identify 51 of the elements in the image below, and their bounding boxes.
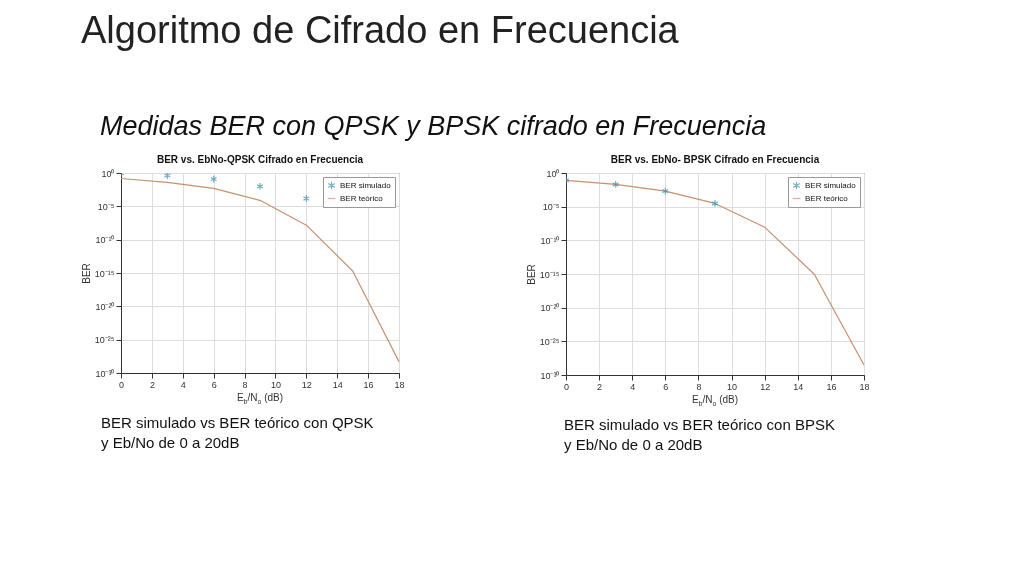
y-tick-label: 10⁻³⁰ [95,368,115,379]
y-tick-label: 10⁰ [546,168,560,179]
y-tick-label: 10⁻²⁰ [540,303,560,314]
x-tick-label: 16 [363,379,374,390]
y-tick-label: 10⁻²⁰ [95,301,115,312]
y-tick-label: 10⁻³⁰ [540,370,560,381]
x-tick-label: 6 [663,381,669,392]
legend-label: BER simulado [805,180,857,190]
line-series [566,179,864,366]
text: BER simulado vs BER teórico con QPSK y Eb/No de 0 a 20dB [101,414,374,451]
y-axis-title: BER [525,264,537,285]
x-tick-label: 12 [301,379,312,390]
line-series [121,177,399,363]
legend-label: BER teórico [340,193,384,203]
x-tick-label: 18 [394,379,405,390]
text: Algoritmo de Cifrado en Frecuencia [81,9,680,51]
legend-label: BER simulado [340,180,392,190]
y-tick-label: 10⁻¹⁵ [94,268,115,279]
point [661,187,669,196]
x-tick-label: 0 [563,381,570,392]
y-tick-label: 10⁻⁵ [97,201,115,212]
x-tick-label: 8 [242,379,248,390]
y-tick-label: 10⁻²⁵ [94,335,115,346]
y-tick-label: 10⁻²⁵ [539,336,560,347]
y-tick-label: 10⁻⁵ [542,202,560,213]
x-tick-label: 10 [270,379,281,390]
x-tick-label: 14 [793,381,804,392]
point [711,199,719,208]
x-tick-label: 4 [180,379,186,390]
y-tick-label: 10⁻¹⁰ [540,235,560,246]
x-tick-label: 10 [727,381,738,392]
x-tick-label: 14 [332,379,343,390]
point [612,180,620,189]
chart-title: BER vs. EbNo-QPSK Cifrado en Frecuencia [156,154,364,165]
chart-title: BER vs. EbNo- BPSK Cifrado en Frecuencia [610,154,820,165]
y-tick-label: 10⁻¹⁵ [539,269,560,280]
x-tick-label: 16 [826,381,837,392]
legend-label: BER teórico [805,193,849,203]
x-tick-label: 2 [597,381,603,392]
x-tick-label: 18 [859,381,870,392]
x-tick-label: 4 [630,381,636,392]
x-tick-label: 0 [118,379,125,390]
text: BER simulado vs BER teórico con BPSK y Eb/No de 0 a 20dB [564,416,835,453]
x-tick-label: 8 [696,381,702,392]
y-axis-title: BER [80,263,92,284]
text: Medidas BER con QPSK y BPSK cifrado en Frecuencia [100,111,767,141]
x-tick-label: 2 [149,379,155,390]
y-tick-label: 10⁰ [101,168,115,179]
y-tick-label: 10⁻¹⁰ [95,235,115,246]
x-tick-label: 12 [760,381,771,392]
x-tick-label: 6 [211,379,217,390]
